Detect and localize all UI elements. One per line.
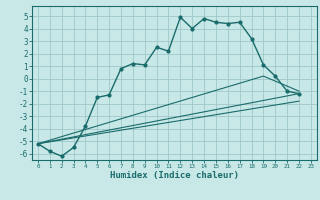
X-axis label: Humidex (Indice chaleur): Humidex (Indice chaleur) [110,171,239,180]
